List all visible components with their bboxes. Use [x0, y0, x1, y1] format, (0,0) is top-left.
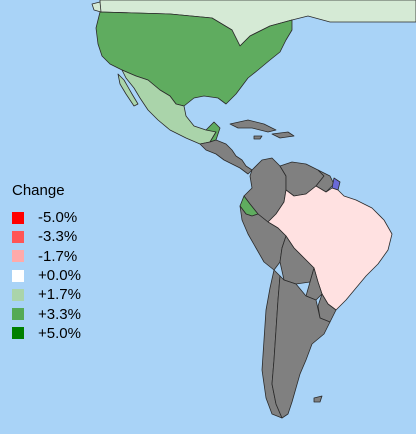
- legend-label: +1.7%: [38, 286, 81, 304]
- region-bolivia[interactable]: [279, 235, 315, 285]
- legend-label: +5.0%: [38, 324, 81, 342]
- legend-label: -3.3%: [38, 228, 78, 246]
- legend-rows: -5.0% -3.3% -1.7% +0.0% +1.7% +3.3% +5.0%: [12, 208, 81, 343]
- legend-title: Change: [12, 182, 65, 199]
- legend-swatch: [12, 211, 24, 224]
- legend-label: -1.7%: [38, 247, 78, 265]
- legend-item: -1.7%: [12, 247, 81, 266]
- region-caribbean-hispaniola[interactable]: [271, 131, 295, 139]
- legend-swatch: [12, 288, 24, 301]
- region-central-america[interactable]: [199, 139, 253, 175]
- legend-swatch: [12, 230, 24, 243]
- legend-swatch: [12, 269, 24, 282]
- legend-item: -5.0%: [12, 208, 81, 227]
- legend-item: +5.0%: [12, 324, 81, 343]
- region-caribbean-jamaica[interactable]: [253, 135, 263, 140]
- region-argentina[interactable]: [271, 275, 331, 419]
- region-canada-islands[interactable]: [91, 1, 102, 13]
- region-caribbean-cuba[interactable]: [229, 119, 277, 133]
- region-baja[interactable]: [117, 73, 139, 107]
- legend-item: +3.3%: [12, 304, 81, 323]
- legend-item: +0.0%: [12, 266, 81, 285]
- legend-label: +0.0%: [38, 267, 81, 285]
- legend-item: -3.3%: [12, 227, 81, 246]
- legend-swatch: [12, 308, 24, 321]
- legend-swatch: [12, 327, 24, 340]
- legend: Change -5.0% -3.3% -1.7% +0.0% +1.7% +3.3% +5.…: [12, 182, 81, 343]
- legend-swatch: [12, 250, 24, 263]
- legend-label: -5.0%: [38, 209, 78, 227]
- legend-item: +1.7%: [12, 285, 81, 304]
- legend-label: +3.3%: [38, 305, 81, 323]
- region-falklands[interactable]: [313, 395, 323, 403]
